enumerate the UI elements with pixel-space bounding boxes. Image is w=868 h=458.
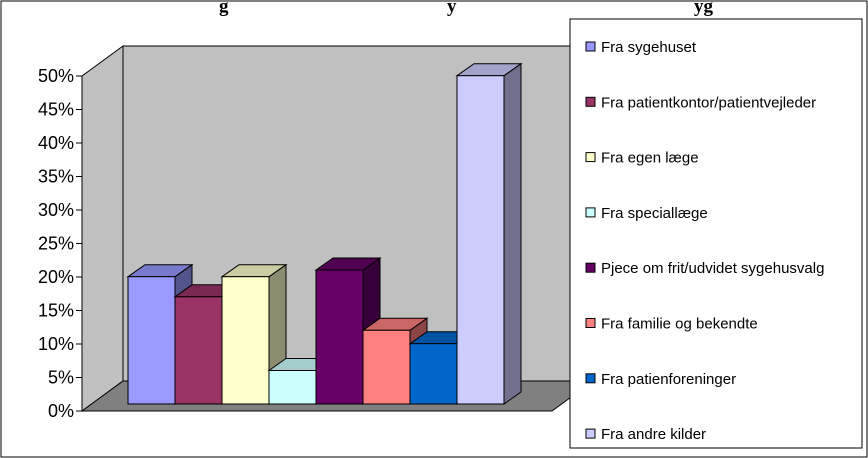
legend-item: Fra egen læge <box>585 150 699 167</box>
legend-label: Fra sygehuset <box>601 39 697 56</box>
legend-item: Fra patientkontor/patientvejleder <box>585 94 816 111</box>
side-wall <box>81 45 124 412</box>
y-tick-label: 20% <box>38 267 74 287</box>
bar <box>455 62 523 405</box>
bar-front <box>456 75 505 405</box>
bar <box>220 263 288 405</box>
legend-swatch <box>585 428 596 439</box>
legend-swatch <box>585 318 596 328</box>
legend-swatch <box>585 41 596 52</box>
y-tick-label: 35% <box>38 167 74 187</box>
y-tick-label: 50% <box>38 66 74 86</box>
legend-label: Fra patienforeninger <box>601 371 736 388</box>
y-tick-label: 40% <box>38 133 74 153</box>
legend-item: Fra patienforeninger <box>585 371 736 388</box>
bar-front <box>127 276 176 405</box>
y-tick-label: 10% <box>38 334 74 354</box>
legend-swatch <box>585 262 596 273</box>
legend-item: Fra familie og bekendte <box>585 316 758 333</box>
legend-item: Fra speciallæge <box>585 205 708 222</box>
legend-item: Fra sygehuset <box>585 39 697 56</box>
bar-front <box>174 296 223 405</box>
legend-label: Pjece om frit/udvidet sygehusvalg <box>601 260 824 277</box>
bar-front <box>268 370 317 405</box>
legend-label: Fra familie og bekendte <box>601 316 758 333</box>
legend-label: Fra patientkontor/patientvejleder <box>601 94 816 111</box>
y-tick-label: 25% <box>38 234 74 254</box>
y-tick-label: 45% <box>38 100 74 120</box>
y-tick-label: 5% <box>48 368 74 388</box>
legend-swatch <box>585 373 596 384</box>
chart-title: g y yg <box>219 0 714 17</box>
legend-label: Fra egen læge <box>601 150 699 167</box>
bar-front <box>409 343 458 405</box>
bar-side <box>503 62 522 405</box>
legend-swatch <box>585 207 596 218</box>
y-tick-label: 0% <box>48 401 74 421</box>
legend-label: Fra speciallæge <box>601 205 708 222</box>
bar-front <box>315 269 364 405</box>
legend-item: Fra andre kilder <box>585 426 706 443</box>
y-tick-label: 30% <box>38 200 74 220</box>
bar-front <box>362 329 411 405</box>
plot-area: 0% 5% 10% 15% 20% 25% 30% 35% 40% 45% 50% <box>38 45 595 421</box>
legend-label: Fra andre kilder <box>601 426 706 443</box>
bar-front <box>221 276 270 405</box>
legend-swatch <box>585 96 596 107</box>
legend-box <box>569 18 863 449</box>
y-tick-label: 15% <box>38 301 74 321</box>
legend: Fra sygehuset Fra patientkontor/patientve… <box>585 39 824 443</box>
legend-item: Pjece om frit/udvidet sygehusvalg <box>585 260 824 277</box>
legend-swatch <box>585 152 596 163</box>
